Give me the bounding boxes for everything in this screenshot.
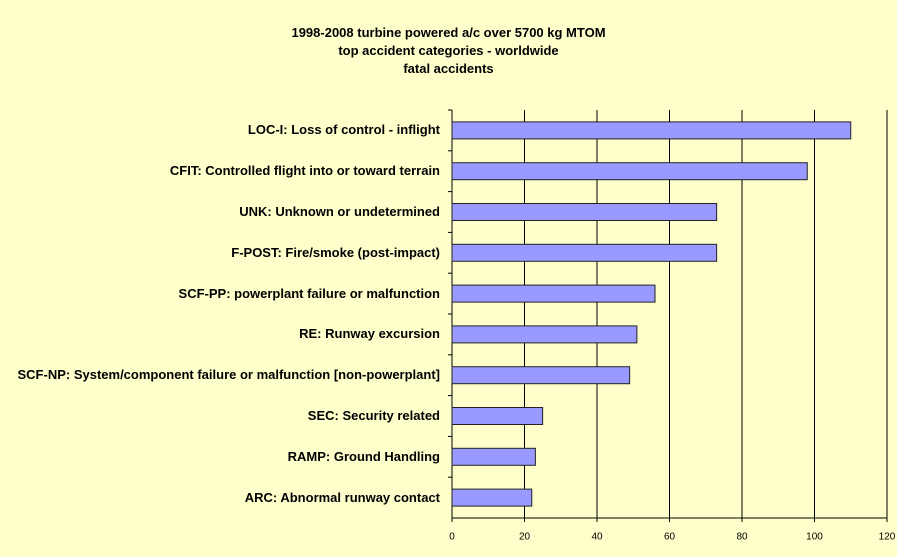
y-tick-label: SCF-NP: System/component failure or malf… (17, 367, 440, 383)
x-tick-label: 120 (879, 532, 896, 543)
y-tick-label: RE: Runway excursion (299, 326, 440, 342)
y-tick-label: UNK: Unknown or undetermined (239, 204, 440, 219)
y-tick-label: SCF-PP: powerplant failure or malfunctio… (178, 285, 440, 301)
y-tick-label-box: UNK: Unknown or undetermined (0, 192, 440, 232)
y-tick-label-box: RAMP: Ground Handling (0, 437, 440, 477)
bar (451, 407, 544, 425)
bar (451, 284, 656, 303)
y-tick-label-box: SCF-PP: powerplant failure or malfunctio… (0, 274, 440, 314)
x-tick-label: 60 (664, 532, 676, 543)
y-tick-label-box: RE: Runway excursion (0, 314, 440, 354)
y-tick-label-box: CFIT: Controlled flight into or toward t… (0, 151, 440, 191)
chart-title: 1998-2008 turbine powered a/c over 5700 … (291, 25, 606, 76)
y-tick-label-box: SCF-NP: System/component failure or malf… (0, 355, 440, 395)
bar (451, 366, 631, 385)
y-tick-label: SEC: Security related (307, 408, 440, 423)
x-tick-label: 20 (519, 532, 531, 543)
y-tick-label-box: F-POST: Fire/smoke (post-impact) (0, 233, 440, 273)
x-tick-label: 40 (591, 532, 603, 543)
bar (451, 488, 533, 507)
y-tick-label-box: SEC: Security related (0, 396, 440, 436)
y-tick-label-box: ARC: Abnormal runway contact (0, 478, 440, 518)
y-tick-label: RAMP: Ground Handling (287, 448, 440, 464)
bar (451, 447, 536, 466)
bar (451, 121, 852, 140)
bar (451, 203, 718, 221)
y-tick-label: F-POST: Fire/smoke (post-impact) (231, 244, 440, 260)
bar (451, 325, 638, 344)
y-tick-label: CFIT: Controlled flight into or toward t… (169, 163, 440, 179)
bar (451, 243, 718, 262)
x-tick-label: 0 (449, 532, 455, 543)
y-tick-label-box: LOC-I: Loss of control - inflight (0, 110, 440, 150)
x-tick-label: 80 (736, 532, 748, 543)
y-tick-label: ARC: Abnormal runway contact (244, 489, 440, 505)
y-tick-label: LOC-I: Loss of control - inflight (247, 122, 440, 138)
bar (451, 162, 808, 181)
x-tick-label: 100 (806, 532, 823, 543)
